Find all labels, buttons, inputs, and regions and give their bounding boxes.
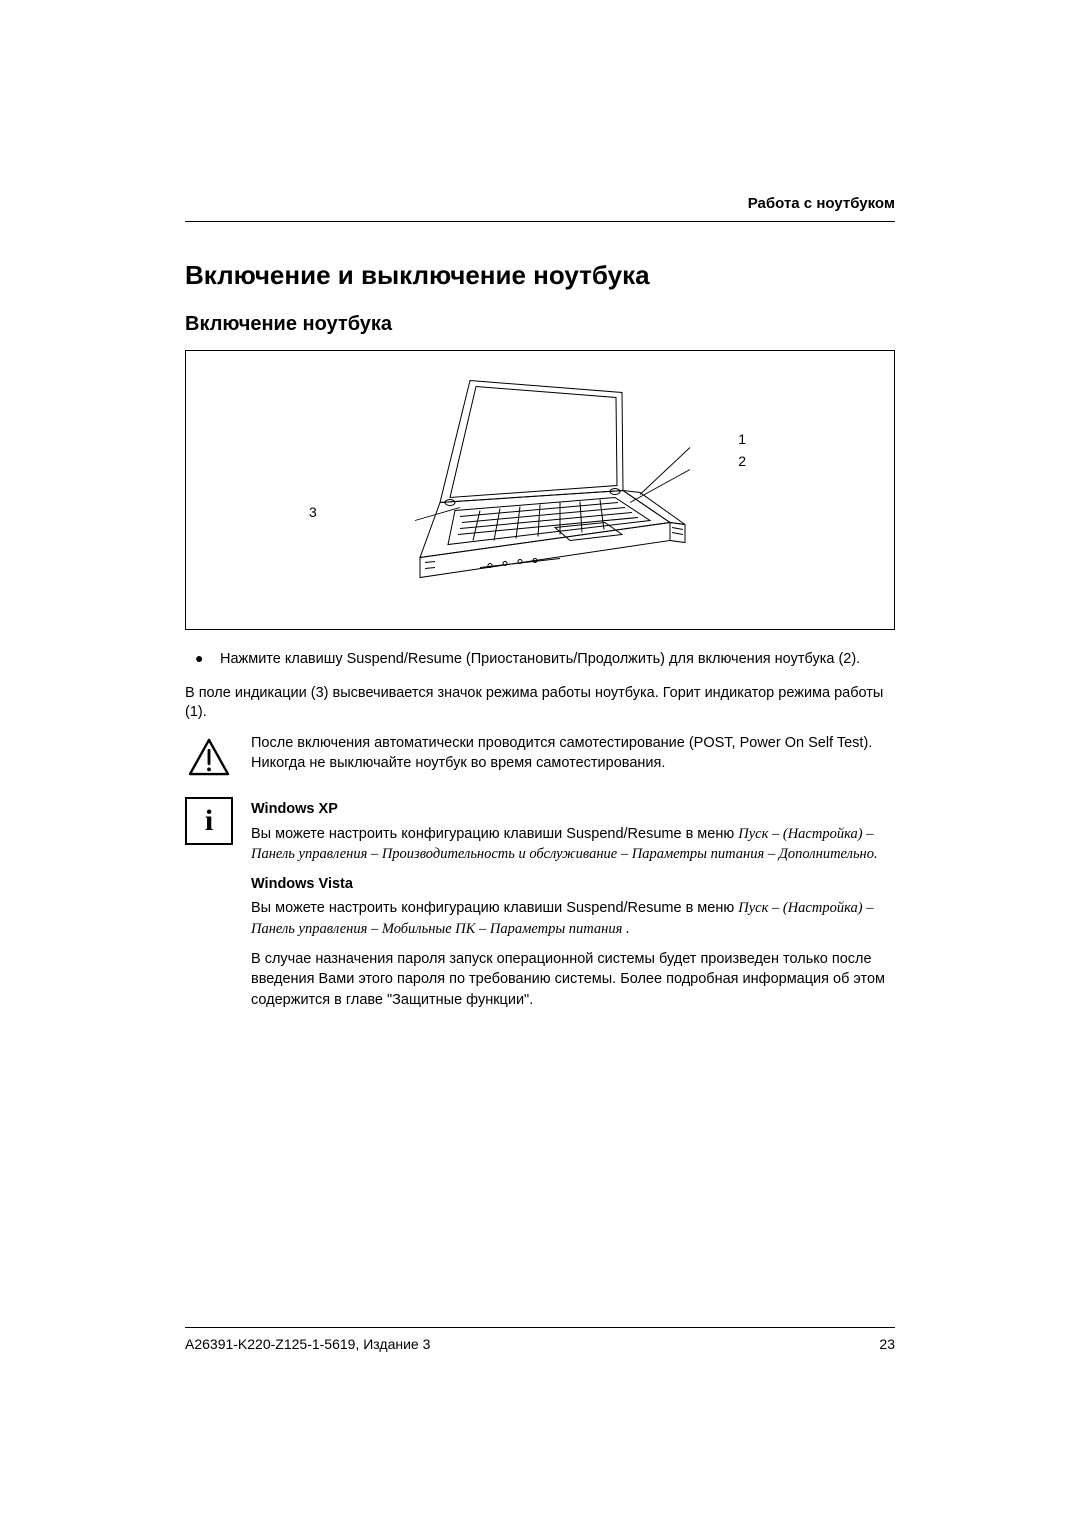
figure-callout-1: 1: [738, 431, 746, 447]
info-block: i Windows XP Вы можете настроить конфигу…: [185, 797, 895, 1020]
indicator-paragraph: В поле индикации (3) высвечивается значо…: [185, 684, 895, 723]
warning-triangle-icon: [185, 733, 233, 781]
laptop-illustration-icon: [360, 373, 720, 608]
footer-page-number: 23: [879, 1336, 895, 1352]
info-icon: i: [185, 797, 233, 845]
windows-xp-title: Windows XP: [251, 799, 895, 819]
bullet-marker-icon: ●: [185, 650, 220, 670]
warning-block: После включения автоматически проводится…: [185, 733, 895, 784]
figure-callout-3: 3: [309, 504, 317, 520]
chapter-header: Работа с ноутбуком: [185, 195, 895, 222]
chapter-title: Работа с ноутбуком: [748, 195, 895, 212]
step-text: Нажмите клавишу Suspend/Resume (Приостан…: [220, 650, 860, 670]
step-bullet: ● Нажмите клавишу Suspend/Resume (Приост…: [185, 650, 895, 670]
warning-text: После включения автоматически проводится…: [251, 733, 895, 774]
password-info-text: В случае назначения пароля запуск операц…: [251, 949, 895, 1010]
laptop-figure: 1 2 3: [185, 350, 895, 630]
sub-heading: Включение ноутбука: [185, 313, 895, 336]
page-footer: A26391-K220-Z125-1-5619, Издание 3 23: [185, 1327, 895, 1352]
windows-xp-text: Вы можете настроить конфигурацию клавиши…: [251, 824, 895, 865]
footer-doc-number: A26391-K220-Z125-1-5619, Издание 3: [185, 1336, 430, 1352]
windows-vista-text: Вы можете настроить конфигурацию клавиши…: [251, 898, 895, 939]
main-heading: Включение и выключение ноутбука: [185, 260, 895, 291]
figure-callout-2: 2: [738, 453, 746, 469]
windows-vista-title: Windows Vista: [251, 874, 895, 894]
